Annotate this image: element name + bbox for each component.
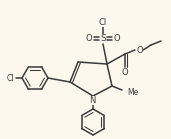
Text: S: S: [100, 33, 106, 43]
Text: Me: Me: [127, 87, 138, 96]
Text: O: O: [86, 33, 92, 43]
Text: O: O: [114, 33, 120, 43]
Text: Cl: Cl: [6, 74, 14, 83]
Text: O: O: [137, 45, 143, 54]
Text: O: O: [122, 68, 128, 76]
Text: Cl: Cl: [99, 18, 107, 27]
Text: N: N: [89, 95, 95, 105]
